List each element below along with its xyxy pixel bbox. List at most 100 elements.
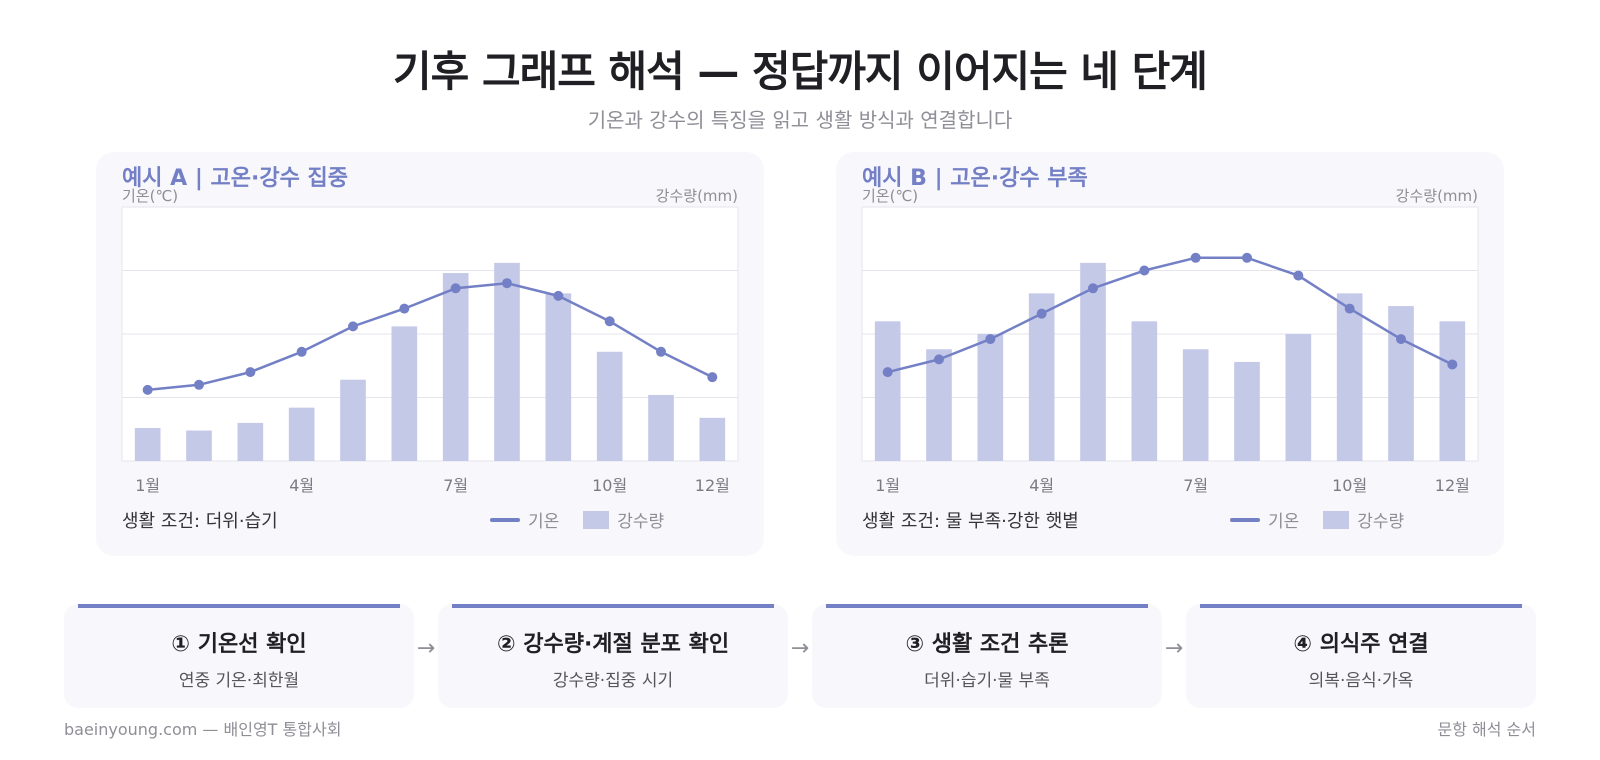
legend-bar-swatch [1323,510,1350,529]
precipitation-bar [186,430,212,461]
precipitation-bar [494,262,520,461]
precipitation-bar [1234,361,1260,461]
chart-b-condition: 생활 조건: 물 부족·강한 햇볕 [862,511,1079,532]
precipitation-bar [1285,334,1312,461]
temperature-point [399,303,410,314]
step-accent-bar [452,604,774,608]
precipitation-bar [926,349,952,461]
precipitation-bar [134,427,161,461]
legend-line-label: 기온 [1268,512,1300,532]
legend-bar-label: 강수량 [1357,512,1405,532]
footer-source: baeinyoung.com — 배인영T 통합사회 [64,720,342,739]
x-tick-label: 4월 [289,476,315,495]
temperature-point [142,384,153,395]
temperature-point [450,283,461,294]
temperature-point [985,334,996,345]
legend-line-swatch [490,517,520,522]
temperature-point [348,321,358,332]
x-tick-label: 4월 [1029,476,1055,495]
chart-a-title: 예시 A | 고온·강수 집중 [122,166,348,191]
temperature-point [194,379,204,390]
temperature-point [1344,303,1355,314]
precipitation-bar [1439,321,1466,461]
temperature-line [887,256,1453,374]
step-arrow-icon: → [790,636,810,661]
temperature-point [1396,334,1406,345]
chart-b-plot [861,206,1479,462]
step-title: ② 강수량·계절 분포 확인 [496,632,730,657]
precipitation-bar [699,417,726,461]
step-title: ① 기온선 확인 [171,632,307,657]
temperature-point [656,346,666,357]
temperature-point [553,290,564,301]
step-description: 연중 기온·최한월 [178,671,300,691]
temperature-point [707,372,718,383]
x-tick-label: 12월 [694,476,730,495]
precipitation-bar [442,273,469,461]
legend-line-swatch [1230,517,1260,522]
chart-panel-b: 예시 B | 고온·강수 부족 기온(℃) 강수량(mm) 생활 조건: 물 부… [836,152,1504,556]
chart-a-right-axis-label: 강수량(mm) [655,187,738,205]
step-title: ③ 생활 조건 추론 [905,632,1069,657]
precipitation-bar [1131,321,1158,461]
step-accent-bar [1200,604,1522,608]
chart-a-legend: 기온 강수량 [490,507,664,532]
step-description: 더위·습기·물 부족 [924,671,1050,691]
chart-b-left-axis-label: 기온(℃) [862,187,919,205]
precipitation-bar [596,351,623,461]
chart-a-left-axis-label: 기온(℃) [122,187,179,205]
legend-bar-label: 강수량 [617,512,665,532]
chart-b-right-axis-label: 강수량(mm) [1395,187,1478,205]
temperature-point [245,367,256,378]
step-card-4: ④ 의식주 연결 의복·음식·가옥 [1186,604,1536,708]
chart-b-legend: 기온 강수량 [1230,507,1404,532]
precipitation-bar [340,379,366,461]
precipitation-bar [237,422,264,461]
step-title: ④ 의식주 연결 [1293,632,1429,657]
step-arrow-icon: → [416,636,436,661]
precipitation-bar [874,321,901,461]
x-tick-label: 1월 [135,476,161,495]
x-tick-label: 7월 [443,476,469,495]
step-accent-bar [78,604,400,608]
precipitation-bar [1182,349,1209,461]
temperature-point [1242,252,1252,263]
step-card-2: ② 강수량·계절 분포 확인 강수량·집중 시기 [438,604,788,708]
x-tick-label: 7월 [1183,476,1209,495]
temperature-point [1190,252,1201,263]
temperature-point [1088,283,1098,294]
temperature-point [604,316,615,327]
chart-b-title: 예시 B | 고온·강수 부족 [862,166,1088,191]
temperature-point [1036,308,1047,319]
chart-a-plot [121,206,739,462]
step-arrow-icon: → [1164,636,1184,661]
step-description: 강수량·집중 시기 [552,671,674,691]
x-tick-label: 1월 [875,476,901,495]
precipitation-bar [1080,262,1106,461]
legend-bar-swatch [583,510,610,529]
temperature-point [502,278,512,289]
precipitation-bar [1336,293,1363,461]
temperature-point [934,354,944,365]
step-card-1: ① 기온선 확인 연중 기온·최한월 [64,604,414,708]
temperature-point [296,346,307,357]
temperature-point [1139,265,1150,276]
legend-line-label: 기온 [528,512,560,532]
chart-panel-a: 예시 A | 고온·강수 집중 기온(℃) 강수량(mm) 생활 조건: 더위·… [96,152,764,556]
precipitation-bar [648,394,674,461]
step-description: 의복·음식·가옥 [1308,671,1414,691]
temperature-line [147,281,713,392]
precipitation-bar [391,326,418,461]
x-tick-label: 10월 [1332,476,1368,495]
precipitation-bar [1028,293,1055,461]
page-subtitle: 기온과 강수의 특징을 읽고 생활 방식과 연결합니다 [587,108,1013,132]
precipitation-bar [288,407,315,461]
precipitation-bar [977,334,1004,461]
footer-caption: 문항 해석 순서 [1437,720,1537,739]
step-card-3: ③ 생활 조건 추론 더위·습기·물 부족 [812,604,1162,708]
chart-a-condition: 생활 조건: 더위·습기 [122,511,278,532]
precipitation-bar [1388,306,1414,461]
temperature-point [1447,359,1458,370]
page-title: 기후 그래프 해석 — 정답까지 이어지는 네 단계 [393,47,1208,96]
temperature-point [1293,270,1304,281]
